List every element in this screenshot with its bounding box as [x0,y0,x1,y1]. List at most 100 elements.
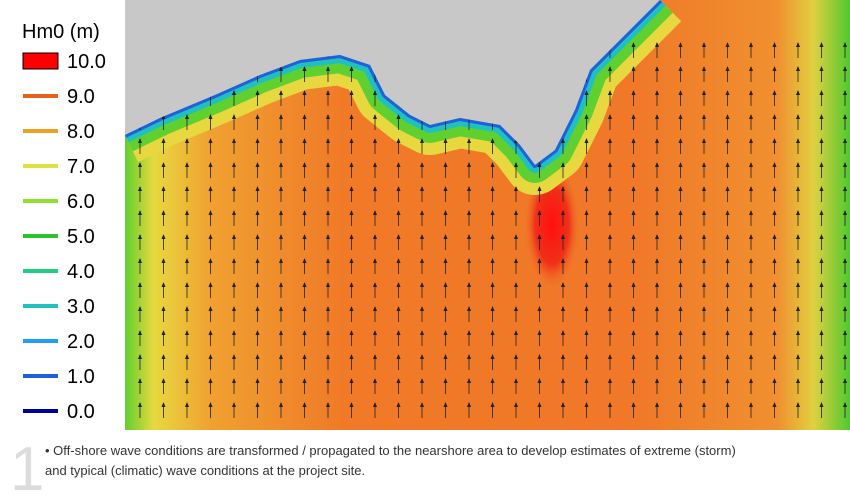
arrow-head [302,210,307,215]
arrow-head [631,282,636,287]
arrow-head [772,258,777,263]
arrow-head [749,234,753,239]
arrow-head [819,234,824,239]
arrow-head [725,234,730,239]
arrow-head [373,234,377,239]
arrow-head [725,210,730,215]
arrow-head [443,186,448,191]
arrow-head [702,378,706,383]
arrow-head [772,282,777,287]
arrow-head [843,42,847,47]
arrow-head [161,258,166,263]
arrow-head [302,90,307,95]
arrow-head [749,210,753,215]
arrow-head [772,162,777,167]
arrow-head [608,234,612,239]
arrow-head [678,378,683,383]
arrow-head [584,378,589,383]
arrow-head [608,90,612,95]
arrow-head [584,330,589,335]
arrow-head [796,378,800,383]
arrow-head [796,258,800,263]
arrow-head [396,186,401,191]
arrow-head [749,114,753,119]
arrow-head [349,234,354,239]
arrow-head [396,162,401,167]
arrow-head [655,162,659,167]
arrow-head [490,258,495,263]
arrow-head [843,402,847,407]
arrow-head [396,306,401,311]
arrow-head [420,330,424,335]
arrow-head [678,66,683,71]
arrow-head [490,138,495,143]
arrow-head [443,330,448,335]
arrow-head [302,330,307,335]
legend-label: 10.0 [67,51,106,73]
arrow-head [467,210,471,215]
arrow-head [608,354,612,359]
arrow-head [584,402,589,407]
arrow-head [279,258,283,263]
arrow-head [373,258,377,263]
arrow-head [490,354,495,359]
arrow-head [678,330,683,335]
arrow-head [655,114,659,119]
arrow-head [702,282,706,287]
arrow-head [772,186,777,191]
arrow-head [138,354,142,359]
arrow-head [678,162,683,167]
arrow-head [725,114,730,119]
arrow-head [561,186,565,191]
arrow-head [302,66,307,71]
arrow-head [138,306,142,311]
legend-label: 8.0 [67,121,95,143]
arrow-head [843,162,847,167]
arrow-head [843,210,847,215]
arrow-head [490,402,495,407]
arrow-head [772,330,777,335]
arrow-head [232,402,236,407]
arrow-head [514,234,518,239]
arrow-head [255,378,260,383]
arrow-head [584,234,589,239]
arrow-head [514,330,518,335]
arrow-head [725,66,730,71]
legend-label: 4.0 [67,261,95,283]
arrow-head [843,138,847,143]
arrow-head [443,162,448,167]
legend-label: 5.0 [67,226,95,248]
arrow-head [819,162,824,167]
arrow-head [326,114,330,119]
arrow-head [349,210,354,215]
arrow-head [326,354,330,359]
arrow-head [161,378,166,383]
arrow-head [819,402,824,407]
arrow-head [678,306,683,311]
arrow-head [208,138,213,143]
arrow-head [796,90,800,95]
arrow-head [255,210,260,215]
arrow-head [138,234,142,239]
arrow-head [537,378,542,383]
arrow-head [349,114,354,119]
arrow-head [819,282,824,287]
arrow-head [302,138,307,143]
arrow-head [631,234,636,239]
arrow-head [279,330,283,335]
arrow-head [514,282,518,287]
arrow-head [349,90,354,95]
arrow-head [819,306,824,311]
arrow-head [514,306,518,311]
arrow-head [537,162,542,167]
arrow-head [326,282,330,287]
arrow-head [843,186,847,191]
arrow-head [561,234,565,239]
arrow-head [232,354,236,359]
arrow-head [326,186,330,191]
arrow-head [655,258,659,263]
arrow-head [702,90,706,95]
arrow-head [208,234,213,239]
arrow-head [161,330,166,335]
